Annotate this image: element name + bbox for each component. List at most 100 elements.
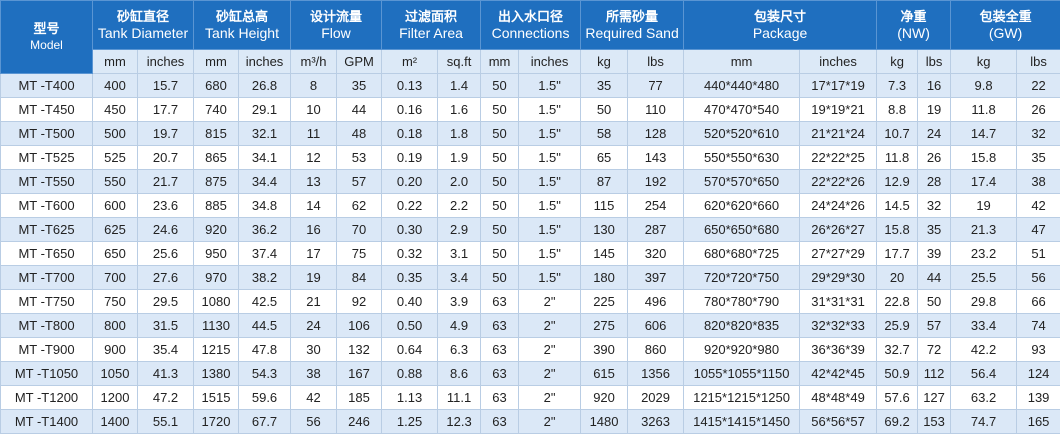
value-cell: 570*570*650 [683, 169, 801, 194]
value-cell: 165 [1016, 409, 1060, 434]
value-cell: 22.8 [876, 289, 919, 314]
value-cell: 606 [627, 313, 685, 338]
value-cell: 69.2 [876, 409, 919, 434]
value-cell: 1.5" [518, 73, 582, 98]
value-cell: 24.6 [136, 217, 195, 242]
value-cell: 0.50 [381, 313, 439, 338]
value-cell: 50 [480, 121, 520, 146]
value-cell: 47 [1016, 217, 1060, 242]
table-row: MT -T1200 1200 47.2 1515 59.6 42 185 1.13 11.1 63… [0, 385, 1060, 410]
unit-header: m² [381, 49, 439, 74]
value-cell: 27*27*29 [799, 241, 878, 266]
value-cell: 1.5" [518, 97, 582, 122]
value-cell: 26*26*27 [799, 217, 878, 242]
unit-header: sq.ft [437, 49, 482, 74]
value-cell: 3.1 [437, 241, 482, 266]
value-cell: 32.1 [238, 121, 292, 146]
value-cell: 750 [92, 289, 138, 314]
value-cell: 48 [336, 121, 383, 146]
value-cell: 14.5 [876, 193, 919, 218]
value-cell: 34.4 [238, 169, 292, 194]
model-cell: MT -T550 [0, 169, 93, 194]
value-cell: 14 [290, 193, 338, 218]
value-cell: 0.18 [381, 121, 439, 146]
table-row: MT -T1400 1400 55.1 1720 67.7 56 246 1.25 12.3 63… [0, 409, 1060, 434]
value-cell: 1.8 [437, 121, 482, 146]
model-cell: MT -T600 [0, 193, 93, 218]
value-cell: 56 [1016, 265, 1060, 290]
value-cell: 24*24*26 [799, 193, 878, 218]
value-cell: 0.32 [381, 241, 439, 266]
header-en: Filter Area [399, 25, 463, 41]
header-en: Connections [491, 25, 570, 41]
value-cell: 50 [480, 193, 520, 218]
value-cell: 12 [290, 145, 338, 170]
model-cell: MT -T700 [0, 265, 93, 290]
unit-header: mm [683, 49, 801, 74]
value-cell: 53 [336, 145, 383, 170]
value-cell: 0.88 [381, 361, 439, 386]
unit-header: m³/h [290, 49, 338, 74]
model-header: 型号 Model [0, 0, 93, 74]
value-cell: 50 [580, 97, 629, 122]
value-cell: 1.6 [437, 97, 482, 122]
value-cell: 128 [627, 121, 685, 146]
value-cell: 0.22 [381, 193, 439, 218]
value-cell: 815 [193, 121, 240, 146]
table-row: MT -T550 550 21.7 875 34.4 13 57 0.20 2.0 50 1.5" 8… [0, 169, 1060, 194]
value-cell: 625 [92, 217, 138, 242]
value-cell: 93 [1016, 337, 1060, 362]
header-zh: 包装全重 [979, 9, 1032, 24]
header-zh: 型号 [33, 21, 60, 36]
table-row: MT -T450 450 17.7 740 29.1 10 44 0.16 1.6 50 1.5" 5… [0, 97, 1060, 122]
model-cell: MT -T450 [0, 97, 93, 122]
value-cell: 14.7 [950, 121, 1018, 146]
header-en: Flow [321, 25, 351, 41]
value-cell: 25.6 [136, 241, 195, 266]
value-cell: 440*440*480 [683, 73, 801, 98]
table-row: MT -T650 650 25.6 950 37.4 17 75 0.32 3.1 50 1.5" 1… [0, 241, 1060, 266]
value-cell: 127 [917, 385, 952, 410]
value-cell: 63 [480, 337, 520, 362]
value-cell: 13 [290, 169, 338, 194]
value-cell: 29.1 [238, 97, 292, 122]
value-cell: 25.5 [950, 265, 1018, 290]
value-cell: 180 [580, 265, 629, 290]
table-body: MT -T400 400 15.7 680 26.8 8 35 0.13 1.4 50 1.5" 35… [0, 73, 1060, 434]
value-cell: 33.4 [950, 313, 1018, 338]
value-cell: 37.4 [238, 241, 292, 266]
value-cell: 55.1 [136, 409, 195, 434]
value-cell: 1200 [92, 385, 138, 410]
value-cell: 145 [580, 241, 629, 266]
value-cell: 75 [336, 241, 383, 266]
value-cell: 63 [480, 361, 520, 386]
value-cell: 720*720*750 [683, 265, 801, 290]
table-row: MT -T400 400 15.7 680 26.8 8 35 0.13 1.4 50 1.5" 35… [0, 73, 1060, 98]
value-cell: 17.4 [950, 169, 1018, 194]
header-zh: 出入水口径 [498, 9, 564, 24]
value-cell: 22*22*25 [799, 145, 878, 170]
value-cell: 22 [1016, 73, 1060, 98]
value-cell: 57.6 [876, 385, 919, 410]
model-cell: MT -T1050 [0, 361, 93, 386]
unit-header: kg [580, 49, 629, 74]
value-cell: 24 [917, 121, 952, 146]
value-cell: 115 [580, 193, 629, 218]
value-cell: 860 [627, 337, 685, 362]
value-cell: 496 [627, 289, 685, 314]
unit-header: inches [518, 49, 582, 74]
header-zh: 过滤面积 [405, 9, 458, 24]
value-cell: 130 [580, 217, 629, 242]
value-cell: 0.64 [381, 337, 439, 362]
value-cell: 3263 [627, 409, 685, 434]
value-cell: 287 [627, 217, 685, 242]
model-cell: MT -T500 [0, 121, 93, 146]
value-cell: 1.9 [437, 145, 482, 170]
value-cell: 17.7 [136, 97, 195, 122]
value-cell: 0.13 [381, 73, 439, 98]
value-cell: 32 [917, 193, 952, 218]
model-cell: MT -T750 [0, 289, 93, 314]
value-cell: 66 [1016, 289, 1060, 314]
unit-header: mm [193, 49, 240, 74]
value-cell: 106 [336, 313, 383, 338]
